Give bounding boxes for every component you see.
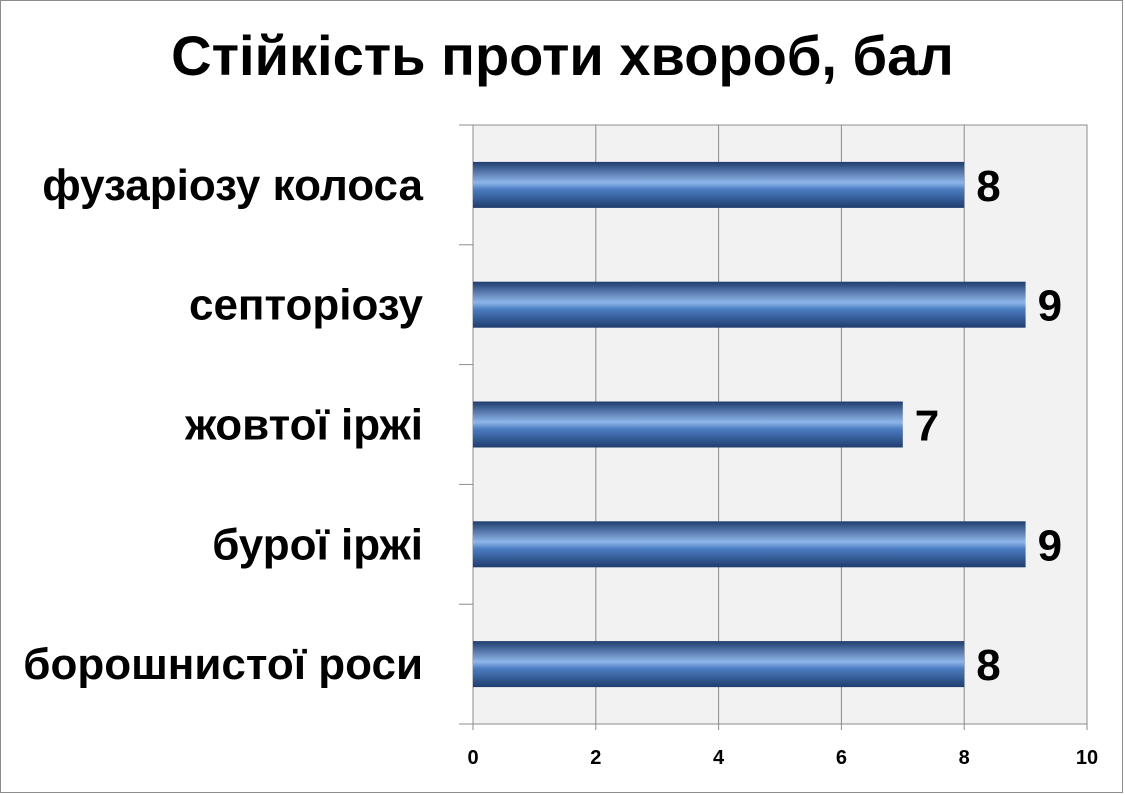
labels: 0 2 4 6 8 10 фузаріозу колоса 8 септоріозу 9 жовто…	[23, 161, 1098, 769]
category-label: септоріозу	[189, 281, 424, 330]
category-label: бурої іржі	[212, 520, 423, 569]
bar-1	[473, 161, 965, 208]
x-tick-label: 8	[959, 747, 970, 769]
bars	[473, 161, 1026, 688]
x-tick-label: 2	[590, 747, 601, 769]
x-tick-label: 0	[467, 747, 478, 769]
x-tick-label: 6	[836, 747, 847, 769]
bar-2	[473, 281, 1026, 328]
bar-5	[473, 641, 965, 688]
data-label: 9	[1038, 521, 1062, 570]
x-tick-label: 4	[713, 747, 725, 769]
category-label: жовтої іржі	[184, 401, 423, 450]
chart-title: Стійкість проти хвороб, бал	[171, 24, 954, 87]
category-label: фузаріозу колоса	[42, 161, 423, 210]
data-label: 8	[976, 162, 1000, 211]
category-label: борошнистої роси	[23, 640, 423, 689]
x-tick-label: 10	[1076, 747, 1098, 769]
data-label: 7	[915, 402, 939, 451]
bar-3	[473, 401, 903, 448]
bar-4	[473, 521, 1026, 568]
data-label: 9	[1038, 282, 1062, 331]
data-label: 8	[976, 641, 1000, 690]
